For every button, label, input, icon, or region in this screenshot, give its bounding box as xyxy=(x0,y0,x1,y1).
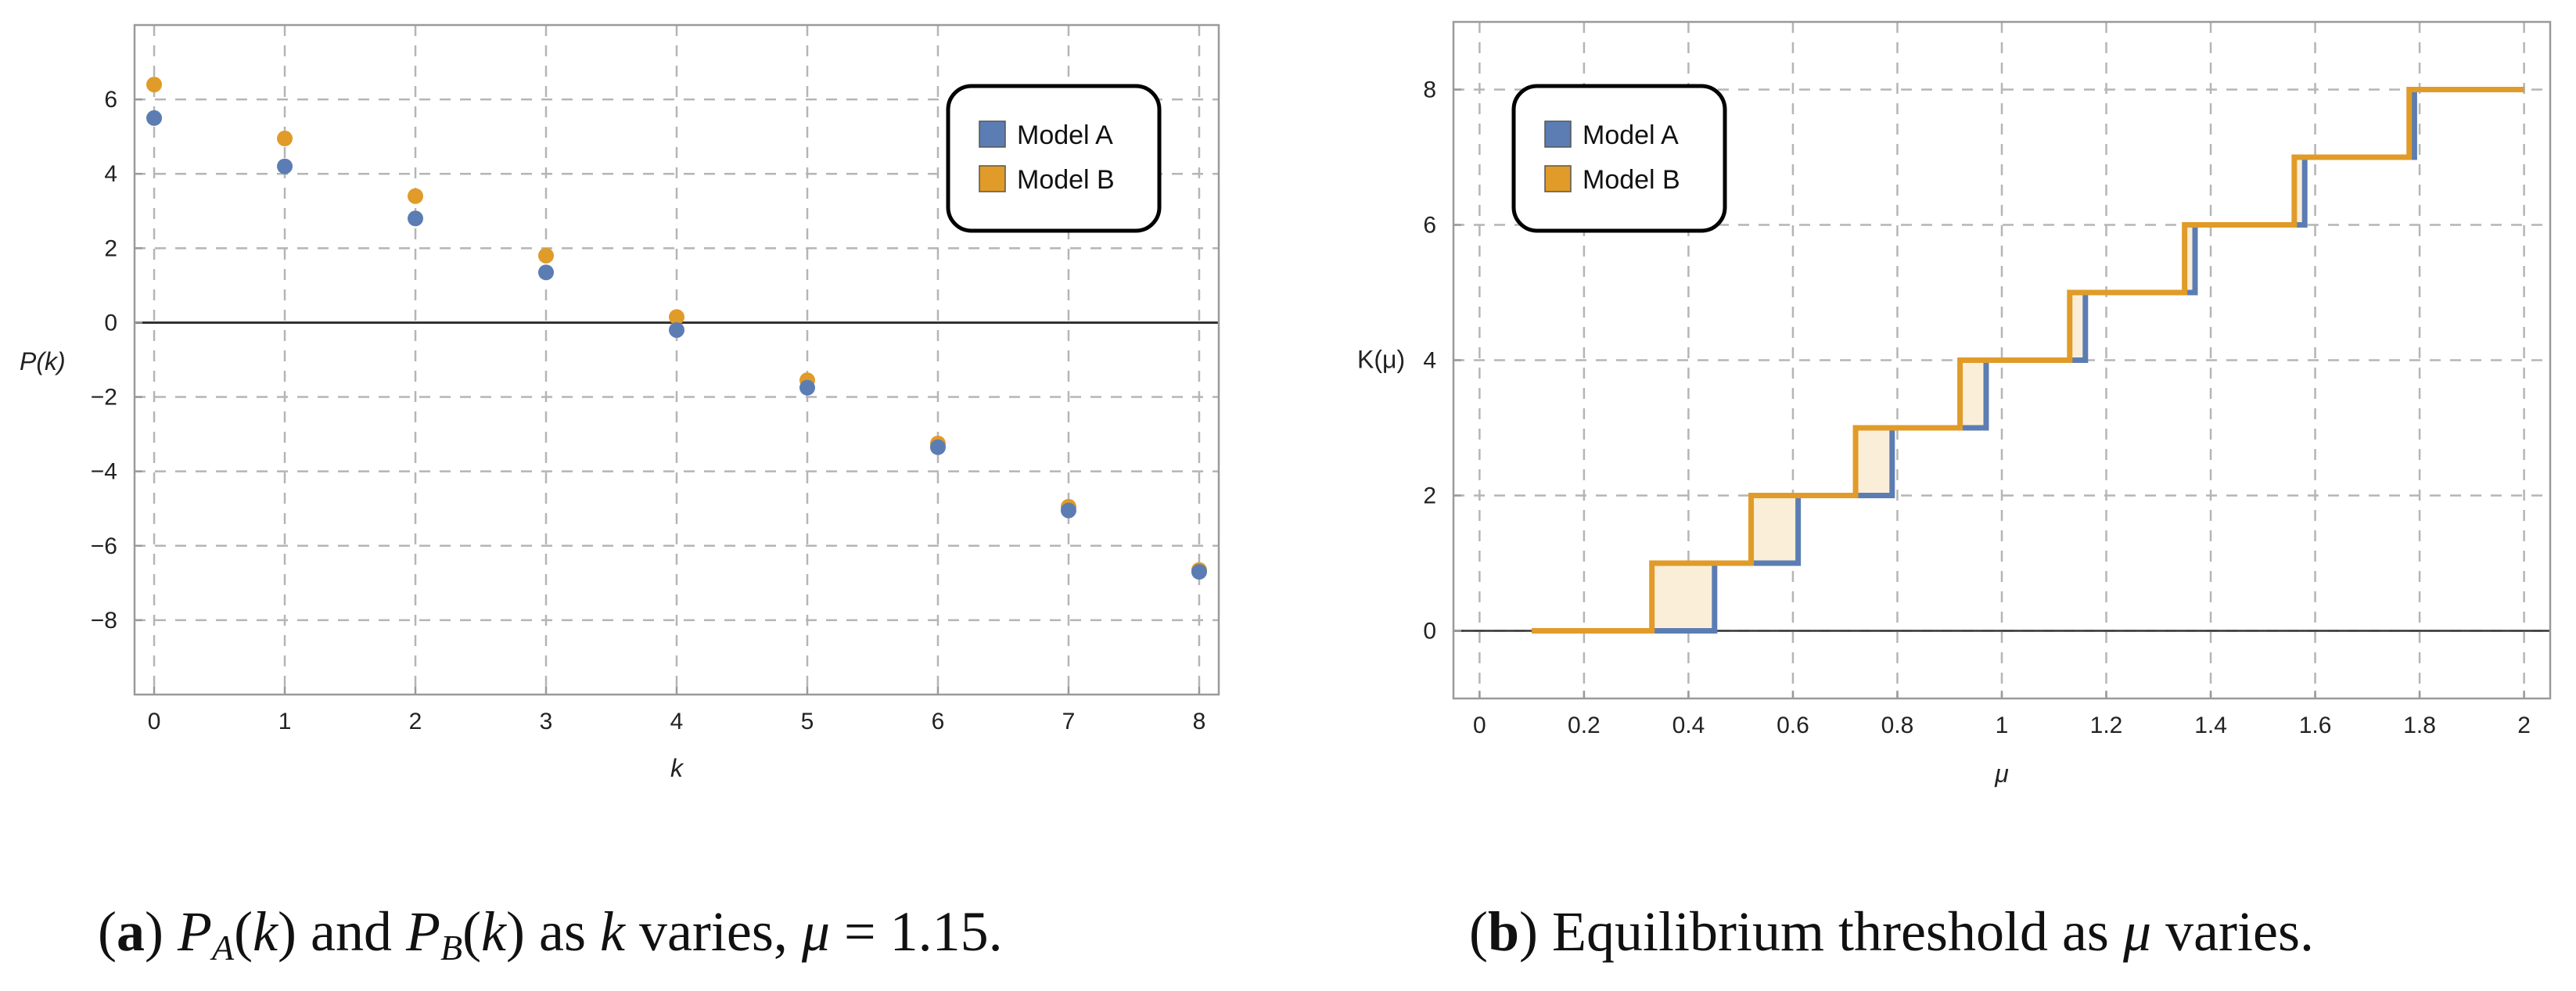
model-a-point xyxy=(1060,502,1076,519)
model-b-step-line xyxy=(1532,87,2524,634)
model-a-point xyxy=(929,439,946,455)
y-tick-label: 0 xyxy=(1423,619,1436,645)
model-a-point xyxy=(538,264,555,281)
caption-b: (b) Equilibrium threshold as μ varies. xyxy=(1469,900,2314,963)
x-tick-label: 0.4 xyxy=(1672,713,1705,738)
legend-box xyxy=(946,84,1162,233)
legend-swatch-model-a xyxy=(979,120,1006,148)
panel-a-axis-ticks: 0 1 2 3 4 5 6 7 8 −8 −6 −4 −2 0 2 4 6 xyxy=(91,87,1206,734)
panel-a-data-points xyxy=(146,77,1207,580)
x-tick-label: 3 xyxy=(540,709,553,734)
model-a-point xyxy=(799,379,815,396)
y-tick-label: 4 xyxy=(104,161,117,187)
x-tick-label: 0 xyxy=(1473,713,1486,738)
caption-a-mu: μ xyxy=(801,900,830,963)
threshold-gap-region xyxy=(2069,293,2086,361)
legend-label-model-a: Model A xyxy=(1583,120,1679,150)
x-tick-label: 1.6 xyxy=(2299,713,2332,738)
x-tick-label: 8 xyxy=(1193,709,1206,734)
y-tick-label: 8 xyxy=(1423,77,1436,103)
model-a-point xyxy=(408,210,424,227)
y-tick-label: 2 xyxy=(1423,483,1436,509)
model-a-point xyxy=(277,158,293,174)
caption-b-text-end: varies. xyxy=(2151,900,2314,963)
x-tick-label: 1.8 xyxy=(2403,713,2436,738)
caption-a-text-3: varies, xyxy=(625,900,802,963)
y-tick-label: 4 xyxy=(1423,348,1436,374)
x-tick-label: 0.6 xyxy=(1777,713,1809,738)
model-b-point xyxy=(408,188,424,204)
panel-b-x-axis-label: μ xyxy=(1994,759,2009,788)
legend-label-model-b: Model B xyxy=(1583,165,1680,195)
panel-b-step-lines xyxy=(1532,87,2524,634)
model-b-point xyxy=(146,77,163,93)
threshold-gap-region xyxy=(1651,563,1715,631)
caption-a-text-1: and xyxy=(296,900,406,963)
panel-b-axis-ticks: 0 0.2 0.4 0.6 0.8 1 1.2 1.4 1.6 1.8 2 0 2 4 6 8 xyxy=(1423,77,2531,739)
model-b-point xyxy=(538,247,555,264)
y-tick-label: −2 xyxy=(91,385,117,411)
legend-swatch-model-b xyxy=(979,165,1006,192)
panel-b-y-axis-label: K(μ) xyxy=(1357,346,1405,374)
threshold-gap-region xyxy=(1856,428,1892,496)
caption-b-text: Equilibrium threshold as xyxy=(1538,900,2123,963)
legend-label-model-a: Model A xyxy=(1017,120,1113,150)
y-tick-label: 2 xyxy=(104,235,117,261)
caption-a-text-2: as xyxy=(525,900,600,963)
caption-a-pa: PA xyxy=(177,900,235,968)
model-b-point xyxy=(277,131,293,147)
legend-label-model-b: Model B xyxy=(1017,165,1115,195)
caption-a-label: a xyxy=(117,900,145,963)
threshold-gap-region xyxy=(1751,495,1798,563)
x-tick-label: 4 xyxy=(670,709,684,734)
panel-b-legend: Model A Model B xyxy=(1511,84,1727,233)
panel-a-y-axis-label: P(k) xyxy=(20,347,66,375)
caption-b-label: b xyxy=(1488,900,1519,963)
x-tick-label: 0 xyxy=(148,709,161,734)
legend-box xyxy=(1511,84,1727,233)
x-tick-label: 0.2 xyxy=(1568,713,1601,738)
x-tick-label: 2 xyxy=(2517,713,2531,738)
y-tick-label: −6 xyxy=(91,533,117,559)
model-a-point xyxy=(146,110,163,126)
y-tick-label: 6 xyxy=(104,87,117,113)
model-a-point xyxy=(669,321,684,338)
x-tick-label: 1 xyxy=(1996,713,2009,738)
model-a-point xyxy=(1191,564,1207,580)
caption-a: (a) PA(k) and PB(k) as k varies, μ = 1.1… xyxy=(98,900,1003,968)
caption-a-eq: = 1.15. xyxy=(830,900,1003,963)
caption-a-pb: PB xyxy=(405,900,462,968)
x-tick-label: 1 xyxy=(278,709,292,734)
panel-a-legend: Model A Model B xyxy=(946,84,1162,233)
x-tick-label: 1.4 xyxy=(2194,713,2227,738)
x-tick-label: 7 xyxy=(1062,709,1076,734)
x-tick-label: 0.8 xyxy=(1881,713,1914,738)
y-tick-label: 0 xyxy=(104,310,117,336)
caption-b-mu: μ xyxy=(2122,900,2151,963)
x-tick-label: 5 xyxy=(801,709,814,734)
model-b-point xyxy=(669,309,684,325)
x-tick-label: 1.2 xyxy=(2090,713,2123,738)
y-tick-label: −4 xyxy=(91,459,117,485)
panel-a-x-axis-label: k xyxy=(670,754,684,782)
x-tick-label: 6 xyxy=(932,709,945,734)
y-tick-label: 6 xyxy=(1423,213,1436,239)
x-tick-label: 2 xyxy=(409,709,422,734)
caption-a-k: k xyxy=(600,900,627,963)
threshold-gap-region xyxy=(1960,360,1986,428)
legend-swatch-model-a xyxy=(1544,120,1572,148)
y-tick-label: −8 xyxy=(91,608,117,634)
legend-swatch-model-b xyxy=(1544,165,1572,192)
